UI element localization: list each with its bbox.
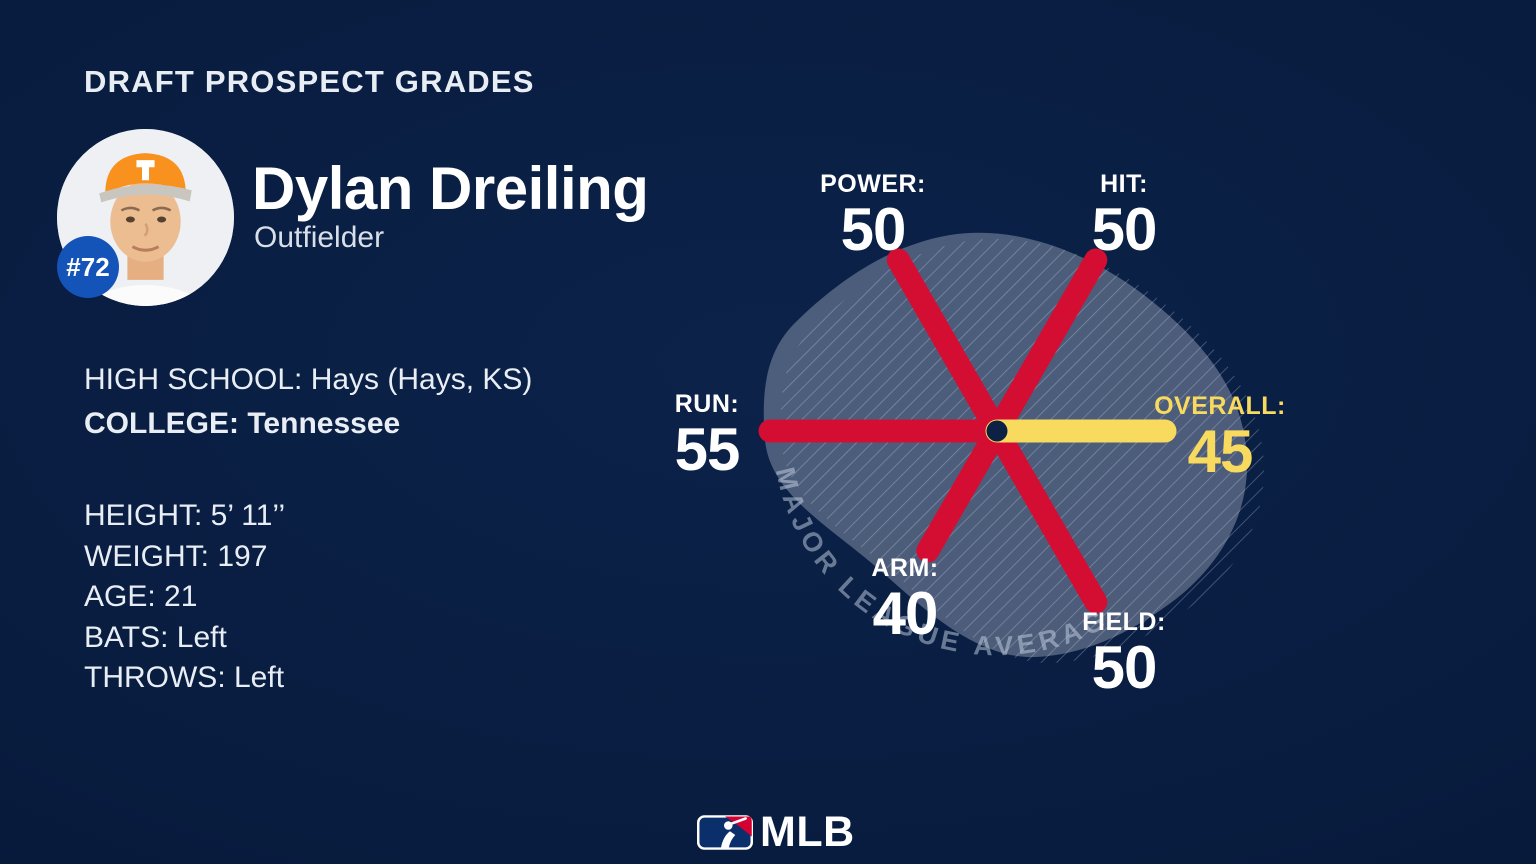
stat-field-label: FIELD: (1082, 608, 1166, 636)
stat-power-value: 50 (840, 196, 907, 263)
player-school-info: HIGH SCHOOL: Hays (Hays, KS) COLLEGE: Te… (84, 358, 532, 446)
bats-line: BATS: Left (84, 620, 227, 654)
mlb-logo-red-field (725, 816, 752, 837)
mlb-logo-batter-head (724, 821, 733, 830)
stat-hit-label: HIT: (1100, 170, 1148, 198)
mlb-wordmark: MLB (760, 808, 855, 856)
mlb-logo-batter-body (720, 831, 736, 849)
weight-line: WEIGHT: 197 (84, 539, 268, 573)
height-line: HEIGHT: 5’ 11’’ (84, 499, 286, 532)
player-name: Dylan Dreiling (252, 155, 649, 222)
stat-overall: OVERALL: 45 (1154, 394, 1286, 482)
stat-hit-value: 50 (1091, 196, 1158, 263)
spoke-arm (916, 419, 1009, 563)
spoke-hit (985, 248, 1108, 443)
radar-center-dot (986, 420, 1008, 442)
stat-run-value: 55 (674, 416, 741, 483)
stat-field: FIELD: 50 (1082, 610, 1166, 698)
college-line: COLLEGE: Tennessee (84, 407, 401, 440)
stat-run-label: RUN: (674, 390, 740, 418)
stat-arm: ARM: 40 (871, 556, 938, 644)
stat-arm-label: ARM: (871, 554, 939, 582)
cap-t-logo (136, 160, 155, 181)
avatar-face (110, 181, 181, 262)
stat-run: RUN: 55 (674, 390, 741, 483)
stat-overall-value: 45 (1187, 418, 1254, 485)
throws-line: THROWS: Left (84, 661, 285, 694)
stat-field-value: 50 (1091, 634, 1158, 701)
player-bio-info: HEIGHT: 5’ 11’’ WEIGHT: 197 AGE: 21 BATS… (84, 496, 285, 699)
page-title: DRAFT PROSPECT GRADES (84, 64, 535, 99)
footer-brand: MLB (697, 811, 855, 854)
mlb-logo-bat (730, 817, 747, 825)
cap-brim (99, 184, 192, 203)
spoke-power (886, 248, 1009, 443)
player-number-badge: #72 (57, 236, 119, 298)
stat-power-label: POWER: (820, 170, 926, 198)
stat-overall-label: OVERALL: (1154, 392, 1286, 420)
ml-average-blob-hatch (780, 238, 1265, 664)
high-school-line: HIGH SCHOOL: Hays (Hays, KS) (84, 363, 533, 396)
player-position: Outfielder (254, 221, 385, 254)
stat-arm-value: 40 (872, 580, 939, 647)
stat-hit: HIT: 50 (1091, 170, 1158, 263)
spoke-field (985, 419, 1108, 614)
mlb-logo-icon (697, 815, 753, 850)
grade-spokes (758, 248, 1177, 614)
age-line: AGE: 21 (84, 580, 198, 613)
stat-power: POWER: 50 (820, 172, 926, 260)
